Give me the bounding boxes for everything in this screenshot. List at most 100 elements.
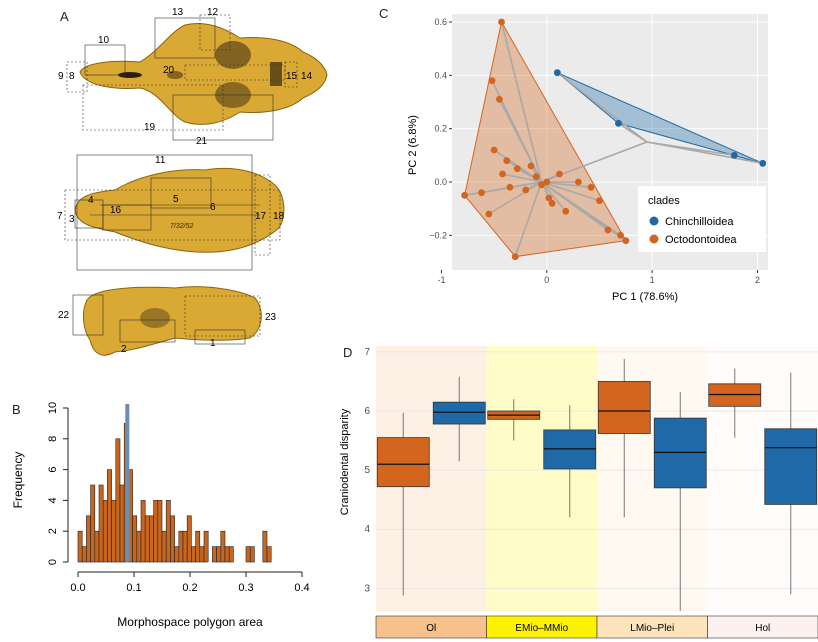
- hist-bar: [220, 530, 226, 563]
- phylo-branch: [541, 181, 600, 202]
- hist-bar: [90, 484, 96, 563]
- hist-bar: [212, 546, 217, 563]
- observed-area-line: [125, 404, 130, 562]
- point-octodontoidea: [543, 178, 551, 186]
- panel-a-label: A: [60, 9, 69, 24]
- skull-label: 15: [286, 71, 298, 82]
- skull-label: 12: [207, 7, 219, 18]
- panel-d-label: D: [343, 345, 353, 360]
- hist-bar: [94, 530, 100, 563]
- hist-bar: [165, 500, 171, 563]
- hist-bar: [199, 546, 205, 563]
- hist-y-tick-label: 4: [47, 497, 59, 503]
- skull-label: 2: [121, 344, 127, 355]
- hist-bar: [195, 530, 201, 563]
- pca-y-tick-label: −0.2: [429, 230, 447, 240]
- phylo-branch: [514, 181, 543, 257]
- hull-chinchilloidea: [557, 72, 763, 164]
- histogram-chart: Frequency Morphospace polygon area 0 2 4 6 8…: [11, 402, 310, 629]
- box-octodontoidea: [597, 381, 651, 434]
- hist-bar: [266, 546, 272, 563]
- skull-label: 7: [57, 211, 63, 222]
- skull-label: 8: [69, 71, 75, 82]
- skull-label: 6: [210, 202, 216, 213]
- skull-label: 16: [110, 205, 122, 216]
- hist-bar: [191, 546, 196, 563]
- specimen-label: 7/32/52: [170, 223, 193, 230]
- skull-label: 5: [173, 194, 179, 205]
- hist-bar: [107, 469, 112, 563]
- point-octodontoidea: [545, 194, 553, 202]
- hist-bar: [178, 530, 184, 563]
- point-octodontoidea: [513, 165, 521, 173]
- point-chinchilloidea: [759, 159, 767, 167]
- point-octodontoidea: [532, 173, 540, 181]
- skull-label: 1: [210, 338, 216, 349]
- point-octodontoidea: [478, 189, 485, 197]
- pca-xlabel: PC 1 (78.6%): [612, 291, 678, 303]
- point-octodontoidea: [617, 231, 624, 239]
- hist-bar: [249, 546, 255, 563]
- hist-bar: [86, 515, 91, 563]
- skull-ventral-view: 11 4 5 7 3 16 6 17 18 7/32/52: [57, 154, 285, 271]
- skull-label: 4: [88, 195, 94, 206]
- phylo-branch: [541, 181, 627, 242]
- point-octodontoidea: [575, 178, 582, 186]
- box-chinchilloidea: [764, 428, 818, 505]
- hist-y-tick-label: 2: [47, 528, 59, 534]
- pca-y-tick-label: 0.4: [434, 70, 447, 80]
- hist-bar: [149, 515, 154, 563]
- skull-label: 17: [255, 211, 267, 222]
- point-octodontoidea: [503, 157, 511, 165]
- hist-bar: [157, 500, 163, 563]
- legend-swatch-chinchilloidea: [649, 216, 659, 226]
- skull-label: 14: [301, 71, 313, 82]
- point-octodontoidea: [587, 183, 595, 191]
- skull-label: 22: [58, 310, 70, 321]
- hist-bar: [203, 530, 209, 563]
- hist-x-tick-label: 0.0: [70, 582, 85, 594]
- point-chinchilloidea: [730, 151, 738, 159]
- box-chinchilloidea: [432, 401, 486, 425]
- legend-title: clades: [648, 195, 680, 207]
- point-octodontoidea: [548, 199, 556, 207]
- skull-dorsal-view: 10 13 12 9 8 20 15 14 19 21: [58, 7, 328, 147]
- hist-xlabel: Morphospace polygon area: [117, 615, 263, 629]
- hist-bar: [111, 500, 117, 563]
- time-bin-label: LMio–Plei: [630, 623, 674, 634]
- phylo-branch: [556, 72, 648, 143]
- point-octodontoidea: [556, 170, 563, 178]
- hist-bar: [245, 546, 251, 563]
- panel-c-label: C: [379, 6, 389, 21]
- skull-label: 3: [69, 214, 75, 225]
- hist-y-tick-label: 8: [47, 436, 59, 442]
- time-bin-label: Ol: [426, 623, 436, 634]
- point-octodontoidea: [538, 181, 545, 189]
- phylo-branch: [502, 173, 542, 183]
- hist-bar: [119, 484, 125, 563]
- hist-x-tick-label: 0.1: [126, 582, 141, 594]
- phylo-branch: [488, 181, 542, 215]
- skull-label: 18: [273, 211, 285, 222]
- box-y-tick-label: 6: [364, 406, 370, 417]
- hist-bar: [132, 515, 138, 563]
- hist-bar: [216, 546, 222, 563]
- hist-y-tick-label: 0: [47, 559, 59, 565]
- box-ylabel: Craniodental disparity: [339, 408, 351, 515]
- hist-x-tick-label: 0.3: [238, 582, 253, 594]
- pca-scatter-chart: PC 2 (6.8%) PC 1 (78.6%) -1 0 1 2 −0.2 0.0 0.2…: [407, 14, 768, 303]
- point-octodontoidea: [527, 162, 535, 170]
- hist-bar: [136, 530, 142, 563]
- pca-y-tick-label: 0.6: [434, 17, 447, 27]
- skull-label: 21: [196, 136, 208, 147]
- hist-bar: [102, 500, 108, 563]
- hist-bar: [115, 438, 121, 563]
- point-octodontoidea: [604, 226, 612, 234]
- skull-label: 10: [98, 35, 110, 46]
- point-chinchilloidea: [553, 69, 561, 77]
- point-octodontoidea: [562, 207, 570, 215]
- hist-bar: [170, 515, 175, 563]
- hist-y-tick-label: 10: [47, 402, 59, 414]
- skull-label: 9: [58, 71, 64, 82]
- point-octodontoidea: [488, 77, 496, 85]
